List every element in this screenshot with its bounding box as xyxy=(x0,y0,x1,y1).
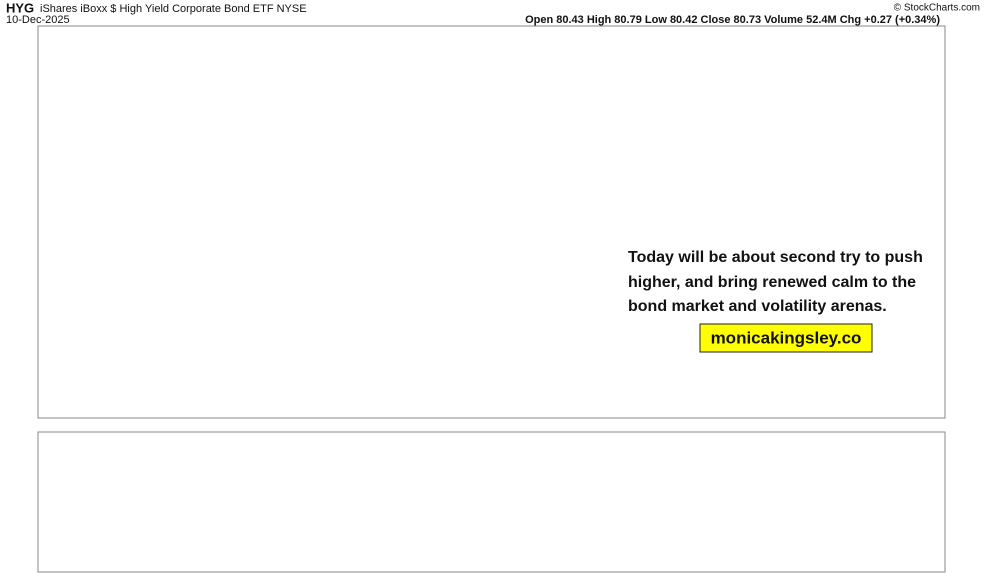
annotation-line: Today will be about second try to push xyxy=(628,249,923,266)
price-panel xyxy=(37,25,946,419)
annotation-line: bond market and volatility arenas. xyxy=(628,298,887,315)
link-box[interactable] xyxy=(699,323,873,353)
quote: Open 80.43 High 80.79 Low 80.42 Close 80… xyxy=(525,14,940,26)
date: 10-Dec-2025 xyxy=(6,14,70,26)
rsi-panel xyxy=(37,431,946,573)
security-name: iShares iBoxx $ High Yield Corporate Bon… xyxy=(40,3,307,15)
credit: © StockCharts.com xyxy=(894,3,980,14)
annotation-line: higher, and bring renewed calm to the xyxy=(628,274,916,291)
link[interactable]: monicakingsley.co xyxy=(711,328,862,347)
symbol: HYG xyxy=(6,0,34,15)
